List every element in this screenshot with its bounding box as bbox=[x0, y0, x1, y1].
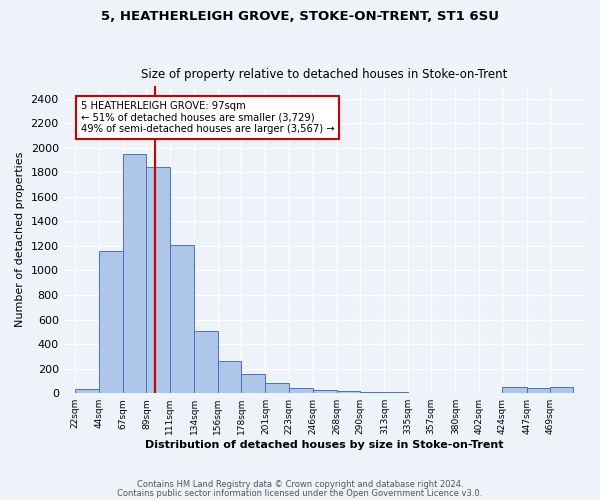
Bar bbox=[479, 392, 502, 393]
Bar bbox=[218, 360, 241, 393]
Text: 5, HEATHERLEIGH GROVE, STOKE-ON-TRENT, ST1 6SU: 5, HEATHERLEIGH GROVE, STOKE-ON-TRENT, S… bbox=[101, 10, 499, 23]
Bar bbox=[76, 389, 99, 393]
Bar bbox=[502, 387, 527, 393]
X-axis label: Distribution of detached houses by size in Stoke-on-Trent: Distribution of detached houses by size … bbox=[145, 440, 503, 450]
Bar bbox=[313, 390, 337, 393]
Bar bbox=[194, 330, 218, 393]
Bar bbox=[385, 392, 407, 393]
Bar bbox=[265, 384, 289, 393]
Bar bbox=[146, 168, 170, 393]
Title: Size of property relative to detached houses in Stoke-on-Trent: Size of property relative to detached ho… bbox=[141, 68, 508, 81]
Bar bbox=[550, 387, 574, 393]
Bar bbox=[289, 388, 313, 393]
Text: Contains HM Land Registry data © Crown copyright and database right 2024.: Contains HM Land Registry data © Crown c… bbox=[137, 480, 463, 489]
Y-axis label: Number of detached properties: Number of detached properties bbox=[15, 152, 25, 328]
Bar bbox=[99, 252, 123, 393]
Bar bbox=[407, 392, 431, 393]
Bar bbox=[431, 392, 455, 393]
Text: 5 HEATHERLEIGH GROVE: 97sqm
← 51% of detached houses are smaller (3,729)
49% of : 5 HEATHERLEIGH GROVE: 97sqm ← 51% of det… bbox=[80, 101, 334, 134]
Bar bbox=[337, 392, 360, 393]
Bar bbox=[170, 244, 194, 393]
Bar bbox=[123, 154, 146, 393]
Bar bbox=[241, 374, 265, 393]
Bar bbox=[527, 388, 550, 393]
Bar bbox=[455, 392, 479, 393]
Bar bbox=[360, 392, 385, 393]
Text: Contains public sector information licensed under the Open Government Licence v3: Contains public sector information licen… bbox=[118, 489, 482, 498]
